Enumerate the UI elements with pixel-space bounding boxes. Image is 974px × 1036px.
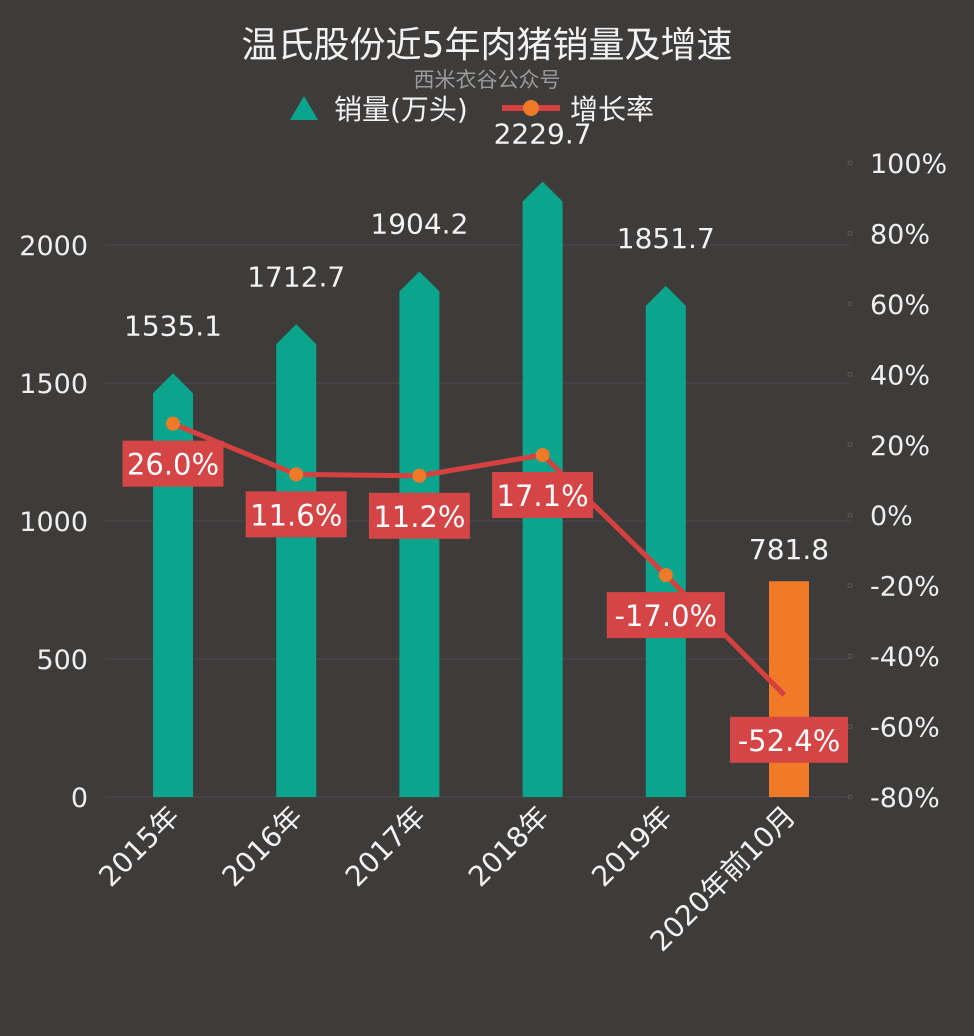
growth-label: 26.0%	[127, 448, 219, 482]
y-left-tick-label: 2000	[19, 231, 88, 262]
y-right-tick-mark	[847, 512, 853, 518]
bar	[276, 324, 317, 797]
bar-value-label: 1904.2	[370, 207, 468, 240]
y-right-tick-mark	[847, 442, 853, 448]
y-right-tick-mark	[847, 653, 853, 659]
bar	[645, 285, 686, 797]
legend-bar-icon	[290, 96, 318, 120]
growth-marker	[658, 568, 673, 583]
bar	[153, 373, 193, 797]
y-right-tick-mark	[847, 583, 853, 589]
y-right-tick-label: 40%	[870, 360, 930, 391]
x-tick-label: 2017年	[339, 800, 433, 894]
growth-label: 17.1%	[497, 479, 589, 513]
growth-label: -52.4%	[738, 724, 841, 758]
growth-line	[172, 421, 791, 702]
bar-value-label: 1535.1	[124, 309, 222, 342]
y-right-tick-label: -40%	[870, 642, 940, 673]
growth-marker	[535, 447, 550, 462]
bar-value-label: 781.8	[749, 533, 829, 566]
growth-marker	[166, 416, 180, 431]
y-right-tick-label: 100%	[870, 149, 947, 180]
y-left-tick-label: 1000	[19, 507, 88, 538]
legend-marker-icon	[523, 100, 539, 116]
growth-marker	[412, 468, 427, 483]
x-tick-label: 2016年	[216, 800, 310, 894]
y-right-tick-mark	[847, 160, 853, 166]
legend-line-label: 增长率	[570, 93, 654, 126]
chart-subtitle: 西米衣谷公众号	[414, 68, 561, 92]
legend: 销量(万头) 增长率	[290, 93, 654, 126]
bar-value-label: 1851.7	[617, 222, 715, 255]
y-right-tick-label: 20%	[870, 431, 930, 462]
growth-marker	[289, 467, 304, 482]
y-right-tick-label: -60%	[870, 713, 940, 744]
y-right-tick-label: 60%	[870, 290, 930, 321]
y-left-tick-label: 1500	[19, 369, 88, 400]
growth-label-box	[606, 592, 725, 639]
growth-label: -17.0%	[615, 599, 718, 633]
growth-label-box	[492, 471, 594, 518]
y-right-tick-mark	[847, 230, 853, 236]
y-right-tick-mark	[847, 301, 853, 307]
y-right-tick-label: 0%	[870, 501, 913, 532]
y-right-tick-mark	[847, 794, 853, 800]
y-right-tick-label: -20%	[870, 572, 940, 603]
bar-value-label: 1712.7	[247, 260, 345, 293]
growth-label: 11.2%	[373, 500, 465, 534]
y-left-tick-label: 500	[36, 645, 88, 676]
x-tick-label: 2015年	[92, 800, 186, 894]
growth-label: 11.6%	[250, 498, 342, 532]
legend-bar-label: 销量(万头)	[334, 93, 468, 126]
x-tick-label: 2019年	[585, 800, 679, 894]
growth-label-box	[245, 491, 347, 538]
y-right-tick-label: -80%	[870, 783, 940, 814]
y-right-tick-label: 80%	[870, 219, 930, 250]
growth-label-box	[730, 716, 848, 763]
y-right-tick-mark	[847, 724, 853, 730]
growth-marker	[782, 692, 796, 707]
bar-value-label: 2229.7	[494, 118, 592, 151]
growth-label-box	[122, 440, 224, 487]
y-right-tick-mark	[847, 371, 853, 377]
x-tick-label: 2018年	[462, 800, 556, 894]
y-left-tick-label: 0	[71, 783, 88, 814]
chart-title: 温氏股份近5年肉猪销量及增速	[242, 25, 733, 66]
growth-label-box	[368, 492, 470, 539]
